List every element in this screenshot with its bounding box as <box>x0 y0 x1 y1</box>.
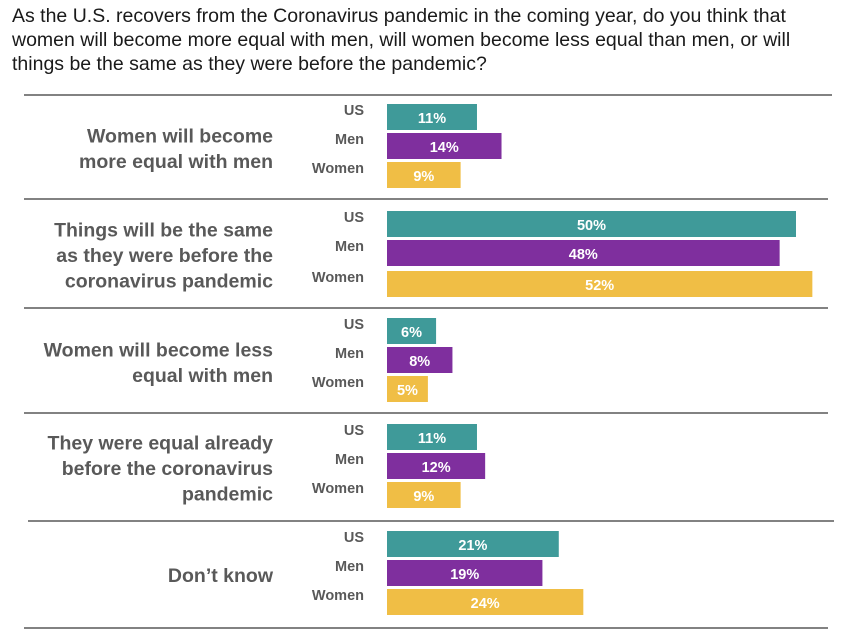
category-label: more equal with men <box>79 151 273 173</box>
bar <box>387 240 780 266</box>
bar-value-label: 9% <box>413 169 434 185</box>
category-label: Things will be the same <box>54 220 273 242</box>
category-label: coronavirus pandemic <box>65 271 273 293</box>
bar <box>387 424 477 450</box>
category-label: Women will become less <box>44 339 274 361</box>
bar-value-label: 11% <box>418 111 446 127</box>
bar <box>387 376 428 402</box>
bar-value-label: 14% <box>430 140 459 156</box>
series-label: Men <box>335 559 364 575</box>
bar-value-label: 52% <box>585 278 614 294</box>
category-label: Don’t know <box>168 565 274 587</box>
series-label: Women <box>312 161 364 177</box>
bar-value-label: 11% <box>418 431 446 447</box>
bar <box>387 453 486 479</box>
category-label: as they were before the <box>56 245 273 267</box>
bar-value-label: 9% <box>413 489 434 505</box>
series-label: US <box>344 423 364 439</box>
series-label: US <box>344 317 364 333</box>
series-label: Men <box>335 452 364 468</box>
series-label: Women <box>312 481 364 497</box>
category-label: They were equal already <box>48 433 274 455</box>
bar <box>387 482 461 508</box>
series-label: Women <box>312 588 364 604</box>
bar-value-label: 24% <box>471 596 500 612</box>
bar <box>387 560 543 586</box>
bar-value-label: 5% <box>397 383 418 399</box>
bar <box>387 589 584 615</box>
bar <box>387 162 461 188</box>
bar <box>387 271 813 297</box>
series-label: US <box>344 103 364 119</box>
series-label: Women <box>312 375 364 391</box>
bar-value-label: 50% <box>577 218 606 234</box>
series-label: Men <box>335 346 364 362</box>
category-label: pandemic <box>182 484 273 506</box>
bar-value-label: 21% <box>458 538 487 554</box>
category-label: before the coronavirus <box>62 458 273 480</box>
bar-value-label: 12% <box>422 460 451 476</box>
series-label: Women <box>312 270 364 286</box>
series-label: Men <box>335 132 364 148</box>
series-label: US <box>344 210 364 226</box>
bar <box>387 531 559 557</box>
bar-value-label: 6% <box>401 325 422 341</box>
bar <box>387 211 796 237</box>
bar <box>387 347 453 373</box>
bar <box>387 104 477 130</box>
question-text: As the U.S. recovers from the Coronaviru… <box>12 5 791 75</box>
category-label: equal with men <box>132 365 273 387</box>
series-label: US <box>344 530 364 546</box>
bar-value-label: 19% <box>450 567 479 583</box>
bar-value-label: 8% <box>409 354 430 370</box>
series-label: Men <box>335 239 364 255</box>
category-label: Women will become <box>87 125 273 147</box>
bar <box>387 318 437 344</box>
bar <box>387 133 502 159</box>
bar-value-label: 48% <box>569 247 598 263</box>
